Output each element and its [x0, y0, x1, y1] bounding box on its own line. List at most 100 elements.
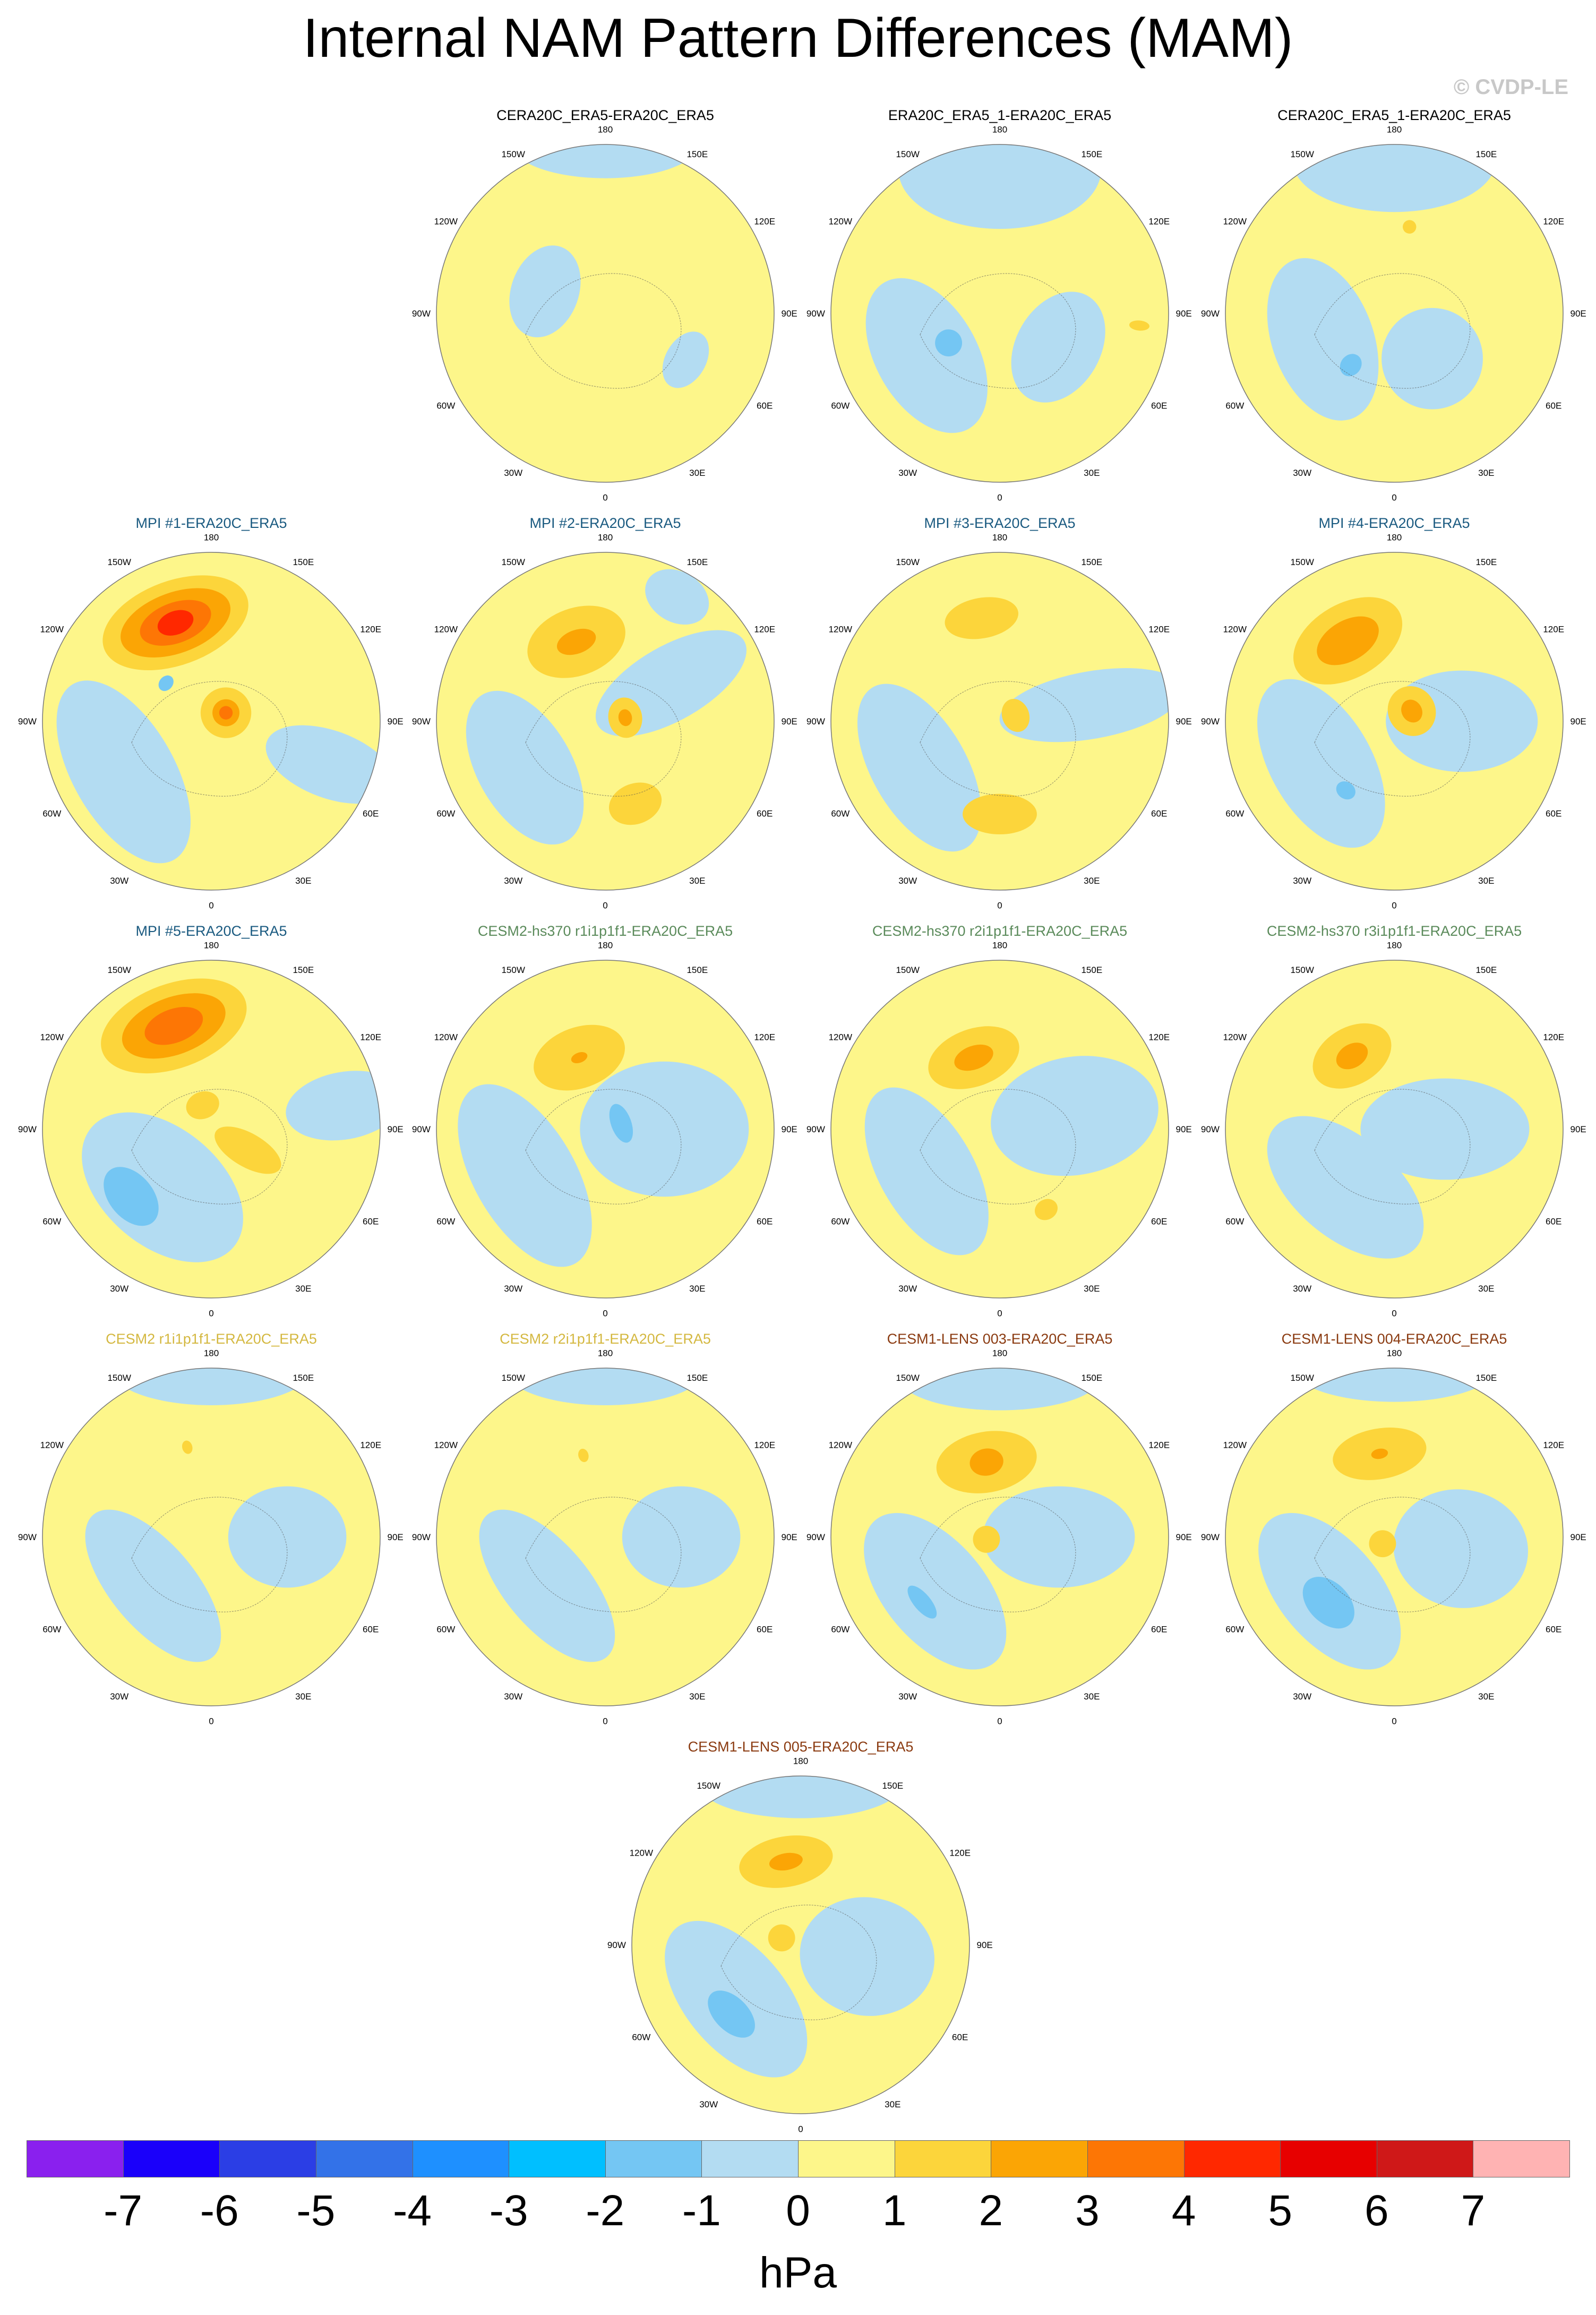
longitude-label: 30E — [1084, 468, 1100, 478]
map-border — [830, 1368, 1169, 1706]
map-panel: CESM2-hs370 r1i1p1f1-ERA20C_ERA5 180 150E 1… — [412, 922, 797, 1326]
anomaly-contour — [898, 1368, 1101, 1411]
longitude-label: 180 — [598, 532, 613, 542]
longitude-label: 0 — [1392, 1309, 1396, 1319]
longitude-label: 120W — [1223, 1032, 1247, 1043]
longitude-label: 120E — [754, 625, 775, 635]
longitude-label: 0 — [997, 1716, 1002, 1727]
colorbar-swatch — [412, 2140, 510, 2177]
longitude-label: 30W — [110, 1692, 128, 1702]
longitude-label: 150E — [687, 149, 708, 159]
longitude-label: 60W — [1225, 808, 1244, 818]
longitude-label: 120E — [754, 217, 775, 227]
anomaly-contour — [214, 1126, 281, 1174]
longitude-label: 30E — [1478, 876, 1494, 886]
anomaly-contour — [479, 1509, 615, 1662]
longitude-label: 0 — [997, 901, 1002, 911]
coastline — [1314, 681, 1471, 797]
colorbar-tick-label: 7 — [1461, 2186, 1486, 2235]
colorbar-swatch — [991, 2140, 1088, 2177]
longitude-label: 150W — [1290, 557, 1314, 567]
panel-title: CERA20C_ERA5-ERA20C_ERA5 — [496, 107, 714, 123]
longitude-label: 180 — [598, 124, 613, 134]
longitude-label: 90E — [387, 1124, 403, 1134]
map-border — [42, 552, 381, 891]
longitude-label: 120W — [630, 1848, 653, 1858]
longitude-label: 90W — [806, 716, 825, 727]
longitude-label: 150E — [293, 557, 314, 567]
panel-title: CESM2-hs370 r1i1p1f1-ERA20C_ERA5 — [477, 923, 733, 939]
anomaly-contour — [699, 1776, 902, 1818]
longitude-label: 90W — [1201, 309, 1220, 319]
panel-title: CESM1-LENS 003-ERA20C_ERA5 — [887, 1331, 1113, 1347]
colorbar-tick-label: -5 — [296, 2186, 336, 2235]
panel-title: MPI #4-ERA20C_ERA5 — [1318, 515, 1470, 531]
anomaly-contour — [708, 1991, 755, 2038]
longitude-label: 30E — [689, 876, 705, 886]
colorbar-tick-label: -7 — [104, 2186, 143, 2235]
anomaly-contour — [907, 1585, 937, 1619]
anomaly-contour — [622, 1486, 741, 1588]
longitude-label: 60E — [1151, 1624, 1167, 1634]
longitude-label: 120W — [829, 217, 852, 227]
longitude-label: 150W — [697, 1781, 720, 1791]
anomaly-contour — [608, 782, 662, 825]
polar-map: 180 150E 120E 90E 60E 30E 0 30W 60W 90W 120W 150W — [1201, 1348, 1586, 1726]
colorbar-swatch — [315, 2140, 413, 2177]
map-border — [42, 960, 381, 1299]
panel-title: MPI #3-ERA20C_ERA5 — [924, 515, 1076, 531]
colorbar-swatch — [509, 2140, 606, 2177]
longitude-label: 30E — [689, 1284, 705, 1294]
polar-map: 180 150E 120E 90E 60E 30E 0 30W 60W 90W 120W 150W — [18, 532, 404, 910]
anomaly-contour — [157, 610, 194, 636]
panel-title: CESM2-hs370 r3i1p1f1-ERA20C_ERA5 — [1266, 923, 1522, 939]
longitude-label: 30W — [504, 1284, 522, 1294]
longitude-label: 150E — [1475, 1373, 1497, 1383]
anomaly-contour — [186, 1091, 219, 1120]
longitude-label: 60W — [1225, 1216, 1244, 1226]
colorbar-tick-label: 2 — [979, 2186, 1003, 2235]
longitude-label: 60E — [1151, 1216, 1167, 1226]
longitude-label: 120W — [40, 1032, 64, 1043]
longitude-label: 120E — [949, 1848, 971, 1858]
colorbar — [27, 2140, 1570, 2177]
panel-title: CESM2 r2i1p1f1-ERA20C_ERA5 — [500, 1331, 711, 1347]
longitude-label: 150E — [687, 557, 708, 567]
longitude-label: 90W — [1201, 1124, 1220, 1134]
coastline — [131, 681, 288, 797]
longitude-label: 90W — [18, 1124, 37, 1134]
longitude-label: 120W — [1223, 217, 1247, 227]
longitude-label: 60W — [42, 1216, 61, 1226]
anomaly-contour — [85, 1509, 221, 1662]
map-panel: CESM2-hs370 r3i1p1f1-ERA20C_ERA5 180 150E 1… — [1201, 922, 1586, 1326]
watermark: © CVDP-LE — [1453, 75, 1568, 99]
anomaly-contour — [1371, 1448, 1388, 1459]
polar-map: 180 150E 120E 90E 60E 30E 0 30W 60W 90W 120W 150W — [806, 532, 1192, 911]
longitude-label: 120W — [829, 1032, 852, 1043]
anomaly-contour — [1011, 292, 1105, 403]
longitude-label: 120E — [360, 625, 381, 635]
colorbar-tick-label: -1 — [682, 2186, 721, 2235]
colorbar-swatch — [219, 2140, 316, 2177]
longitude-label: 90W — [1201, 1532, 1220, 1542]
longitude-label: 60E — [363, 808, 379, 818]
longitude-label: 30E — [295, 876, 311, 886]
coastline — [1314, 273, 1471, 389]
longitude-label: 30W — [699, 2099, 718, 2109]
longitude-label: 60E — [363, 1624, 379, 1634]
coastline — [525, 273, 682, 389]
anomaly-contour — [104, 1167, 159, 1226]
longitude-label: 30W — [1293, 876, 1311, 886]
panel-title: ERA20C_ERA5_1-ERA20C_ERA5 — [888, 107, 1112, 123]
colorbar-swatch — [123, 2140, 220, 2177]
longitude-label: 60E — [1546, 400, 1561, 411]
colorbar-tick-label: 6 — [1364, 2186, 1389, 2235]
longitude-label: 60W — [436, 1624, 455, 1634]
anomaly-contour — [1293, 144, 1496, 212]
anomaly-contour — [1257, 679, 1385, 848]
longitude-label: 150E — [1081, 965, 1102, 975]
longitude-label: 60W — [831, 808, 850, 818]
longitude-label: 60W — [632, 2032, 650, 2042]
map-border — [830, 144, 1169, 483]
longitude-label: 90W — [412, 716, 431, 727]
